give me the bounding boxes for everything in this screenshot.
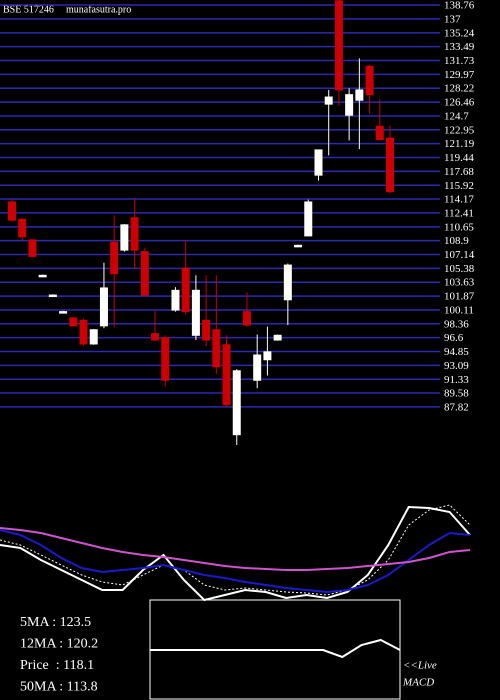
candle-body	[48, 294, 57, 298]
candle-body	[334, 0, 343, 91]
candle-body	[18, 218, 27, 238]
macd-subtitle: MACD	[402, 677, 434, 689]
y-tick-label: 89.58	[444, 388, 469, 400]
candle-body	[345, 94, 354, 116]
indicator-line	[0, 504, 471, 596]
indicator-line	[150, 638, 401, 659]
y-tick-label: 98.36	[444, 318, 469, 330]
y-tick-label: 126.46	[444, 97, 475, 109]
candle-body	[110, 241, 119, 275]
y-tick-label: 93.09	[444, 360, 469, 372]
y-tick-label: 124.7	[444, 111, 469, 123]
y-tick-label: 119.44	[444, 152, 474, 164]
candle-body	[140, 251, 149, 296]
candle-body	[99, 287, 108, 327]
candle-body	[365, 65, 374, 96]
y-tick-label: 128.22	[444, 83, 474, 95]
indicator-line	[0, 527, 471, 571]
candle-body	[222, 344, 231, 406]
candle-body	[38, 274, 47, 278]
y-tick-label: 103.63	[444, 277, 475, 289]
chart-title: BSE 517246	[3, 4, 54, 15]
y-tick-label: 115.92	[444, 180, 474, 192]
ma-label: Price : 118.1	[20, 658, 94, 673]
candle-body	[171, 289, 180, 311]
ma-label: 5MA : 123.5	[20, 615, 91, 630]
candle-body	[324, 96, 333, 105]
candle-body	[202, 319, 211, 341]
candle-body	[314, 149, 323, 176]
chart-subtitle: munafasutra.pro	[66, 4, 131, 15]
y-tick-label: 137	[444, 13, 461, 25]
candle-body	[8, 201, 16, 221]
y-tick-label: 129.97	[444, 69, 475, 81]
ma-label: 50MA : 113.8	[20, 680, 98, 695]
y-tick-label: 105.38	[444, 263, 475, 275]
candle-body	[69, 317, 78, 327]
candle-body	[355, 89, 364, 101]
y-tick-label: 138.76	[444, 0, 475, 12]
candle-body	[253, 354, 262, 381]
y-tick-label: 117.68	[444, 166, 474, 178]
y-tick-label: 108.9	[444, 235, 469, 247]
y-tick-label: 91.33	[444, 374, 469, 386]
candle-body	[161, 337, 170, 381]
ma-label: 12MA : 120.2	[20, 637, 98, 652]
candle-body	[283, 264, 292, 301]
y-tick-label: 101.87	[444, 291, 475, 303]
candle-body	[130, 217, 139, 251]
indicator-line	[0, 529, 471, 594]
candle-body	[375, 125, 384, 141]
y-tick-label: 122.95	[444, 124, 475, 136]
y-tick-label: 112.41	[444, 207, 474, 219]
y-tick-label: 114.17	[444, 194, 474, 206]
y-tick-label: 87.82	[444, 401, 469, 413]
indicator-line	[0, 505, 471, 602]
y-tick-label: 121.19	[444, 138, 475, 150]
candle-body	[120, 224, 129, 251]
candle-body	[232, 370, 241, 436]
candle-body	[263, 351, 272, 361]
y-tick-label: 107.14	[444, 249, 475, 261]
candle-body	[242, 311, 251, 326]
candle-body	[304, 201, 313, 237]
candle-body	[79, 319, 88, 345]
candle-body	[273, 334, 282, 341]
candle-body	[181, 267, 190, 313]
candle-body	[59, 311, 68, 314]
y-tick-label: 131.73	[444, 55, 475, 67]
candle-body	[191, 289, 200, 336]
candle-body	[212, 329, 221, 368]
candle-body	[386, 137, 394, 193]
y-tick-label: 94.85	[444, 346, 469, 358]
macd-title: <<Live	[403, 660, 437, 672]
candle-body	[151, 333, 160, 341]
y-tick-label: 135.24	[444, 27, 475, 39]
candle-body	[294, 244, 303, 248]
y-tick-label: 110.65	[444, 221, 474, 233]
y-tick-label: 133.49	[444, 41, 475, 53]
candle-body	[89, 329, 98, 345]
candle-body	[28, 239, 37, 257]
y-tick-label: 100.11	[444, 304, 474, 316]
y-tick-label: 96.6	[444, 332, 464, 344]
